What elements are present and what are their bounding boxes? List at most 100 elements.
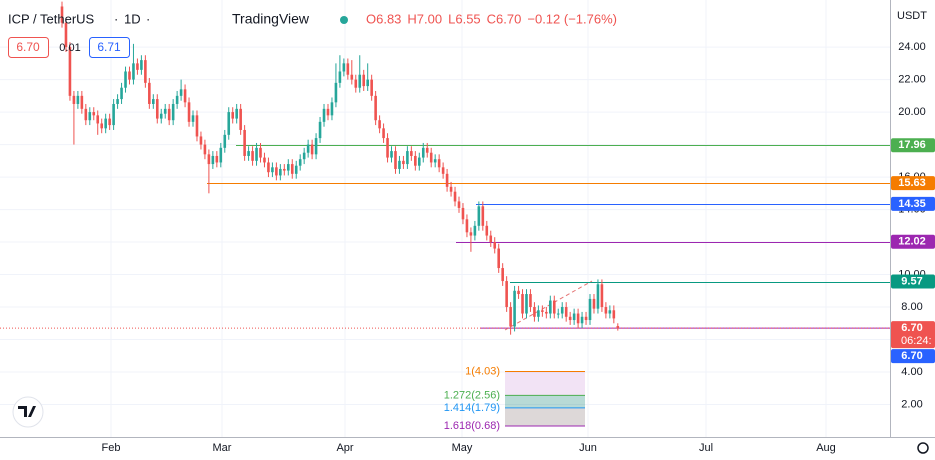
- ohlc-item: −0.12 (−1.76%): [527, 11, 617, 26]
- candle-body: [545, 311, 548, 314]
- candle-body: [219, 147, 223, 163]
- y-tick-label: 8.00: [901, 301, 922, 313]
- status-dot: [340, 16, 348, 24]
- ohlc-item: H7.00: [407, 11, 442, 26]
- candle-body: [533, 307, 536, 317]
- level-price-label-box: [891, 234, 935, 249]
- buy-box[interactable]: [89, 37, 130, 58]
- trend-line: [504, 280, 593, 331]
- grid: [0, 0, 890, 437]
- fib-label: 1.272(2.56): [444, 389, 500, 401]
- candle-body: [207, 154, 211, 165]
- candle-body: [572, 313, 576, 321]
- level-price-label: 15.63: [898, 177, 926, 189]
- candle-body: [112, 103, 115, 126]
- candle-body: [116, 99, 119, 104]
- candle-body: [425, 147, 429, 153]
- candle-body: [576, 313, 580, 324]
- candle-body: [350, 74, 354, 80]
- candle-body: [155, 99, 159, 119]
- logo: [12, 396, 44, 428]
- candle-body: [235, 108, 238, 119]
- candle-body: [326, 108, 330, 116]
- candle-body: [338, 71, 342, 83]
- level-price-label-box: [891, 176, 935, 191]
- interval: 1D: [124, 11, 141, 26]
- fib-label: 1.414(1.79): [444, 402, 500, 414]
- candle-body: [433, 159, 437, 163]
- candle-body: [72, 95, 76, 104]
- candle-body: [596, 284, 600, 309]
- sell-box[interactable]: [8, 37, 49, 58]
- candle-body: [354, 79, 358, 88]
- candle-body: [366, 79, 369, 87]
- candle-body: [342, 63, 346, 72]
- symbol: ICP / TetherUS: [8, 11, 95, 26]
- candle-body: [203, 144, 207, 155]
- ohlc-item: O6.83: [366, 11, 401, 26]
- candle-body: [68, 47, 72, 96]
- ohlc-item: L6.55: [448, 11, 481, 26]
- candle-body: [406, 151, 409, 165]
- separator: ·: [114, 11, 118, 26]
- separator: ·: [146, 11, 150, 26]
- candle-body: [128, 71, 131, 80]
- candle-body: [310, 144, 314, 155]
- candle-body: [453, 191, 457, 202]
- candle-body: [64, 22, 68, 48]
- candle-body: [187, 102, 191, 122]
- candle-body: [108, 118, 111, 126]
- y-tick-label: 20.00: [898, 106, 926, 118]
- candle-body: [418, 157, 421, 166]
- candle-body: [84, 108, 88, 121]
- settings-icon[interactable]: [917, 442, 929, 454]
- candle-body: [358, 74, 362, 88]
- candle-body: [521, 294, 524, 314]
- target-price-label-box: [891, 349, 935, 364]
- candle-body: [529, 294, 532, 308]
- level-price-label: 9.57: [901, 275, 922, 287]
- candle-body: [175, 95, 179, 104]
- buy-price: 6.71: [97, 40, 121, 54]
- candle-body: [251, 151, 254, 161]
- x-tick-label: Feb: [102, 442, 121, 454]
- fib-band: [505, 395, 585, 408]
- countdown: 06:24:: [901, 335, 932, 347]
- candle-body: [421, 147, 425, 158]
- candle-body: [211, 155, 215, 165]
- candle-body: [600, 284, 604, 308]
- candle-body: [414, 155, 417, 166]
- candle-body: [473, 225, 477, 236]
- candle-body: [152, 99, 155, 104]
- candle-body: [580, 316, 584, 324]
- candle-body: [616, 326, 620, 329]
- candle-body: [286, 164, 290, 171]
- candle-body: [290, 164, 294, 174]
- candle-body: [457, 201, 461, 208]
- candle-body: [271, 167, 274, 173]
- candle-body: [441, 167, 445, 174]
- x-tick-label: Jun: [579, 442, 597, 454]
- candle-body: [604, 307, 608, 314]
- candle-body: [215, 155, 219, 163]
- candle-body: [239, 108, 242, 130]
- candle-body: [255, 147, 258, 161]
- candle-body: [199, 136, 203, 145]
- candle-body: [465, 219, 469, 233]
- candle-body: [159, 113, 163, 119]
- candle-body: [140, 60, 143, 70]
- target-price-label: 6.70: [901, 350, 922, 362]
- candle-body: [537, 310, 540, 317]
- candle-body: [477, 206, 481, 226]
- currency: USDT: [897, 10, 927, 22]
- candle-body: [394, 151, 397, 169]
- candle-body: [191, 115, 195, 122]
- candle-body: [243, 129, 246, 156]
- candle-body: [231, 112, 235, 119]
- level-price-label: 14.35: [898, 198, 926, 210]
- candle-body: [461, 207, 465, 220]
- candle-body: [92, 112, 96, 116]
- candle-body: [362, 74, 366, 87]
- candle-body: [183, 89, 187, 103]
- x-tick-label: Mar: [213, 442, 232, 454]
